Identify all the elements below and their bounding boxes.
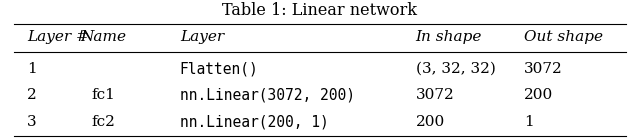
Text: nn.Linear(200, 1): nn.Linear(200, 1) — [180, 114, 328, 129]
Text: Name: Name — [81, 30, 126, 44]
Text: nn.Linear(3072, 200): nn.Linear(3072, 200) — [180, 87, 355, 102]
Text: 3072: 3072 — [524, 62, 563, 76]
Text: 3: 3 — [27, 115, 36, 129]
Text: 200: 200 — [415, 115, 445, 129]
Text: (3, 32, 32): (3, 32, 32) — [415, 62, 495, 76]
Text: 1: 1 — [524, 115, 534, 129]
Text: Layer: Layer — [180, 30, 224, 44]
Text: Layer #: Layer # — [27, 30, 88, 44]
Text: Table 1: Linear network: Table 1: Linear network — [223, 2, 417, 19]
Text: fc1: fc1 — [92, 88, 115, 102]
Text: 200: 200 — [524, 88, 553, 102]
Text: fc2: fc2 — [92, 115, 115, 129]
Text: 1: 1 — [27, 62, 36, 76]
Text: In shape: In shape — [415, 30, 482, 44]
Text: 3072: 3072 — [415, 88, 454, 102]
Text: Out shape: Out shape — [524, 30, 603, 44]
Text: 2: 2 — [27, 88, 36, 102]
Text: Flatten(): Flatten() — [180, 62, 259, 77]
